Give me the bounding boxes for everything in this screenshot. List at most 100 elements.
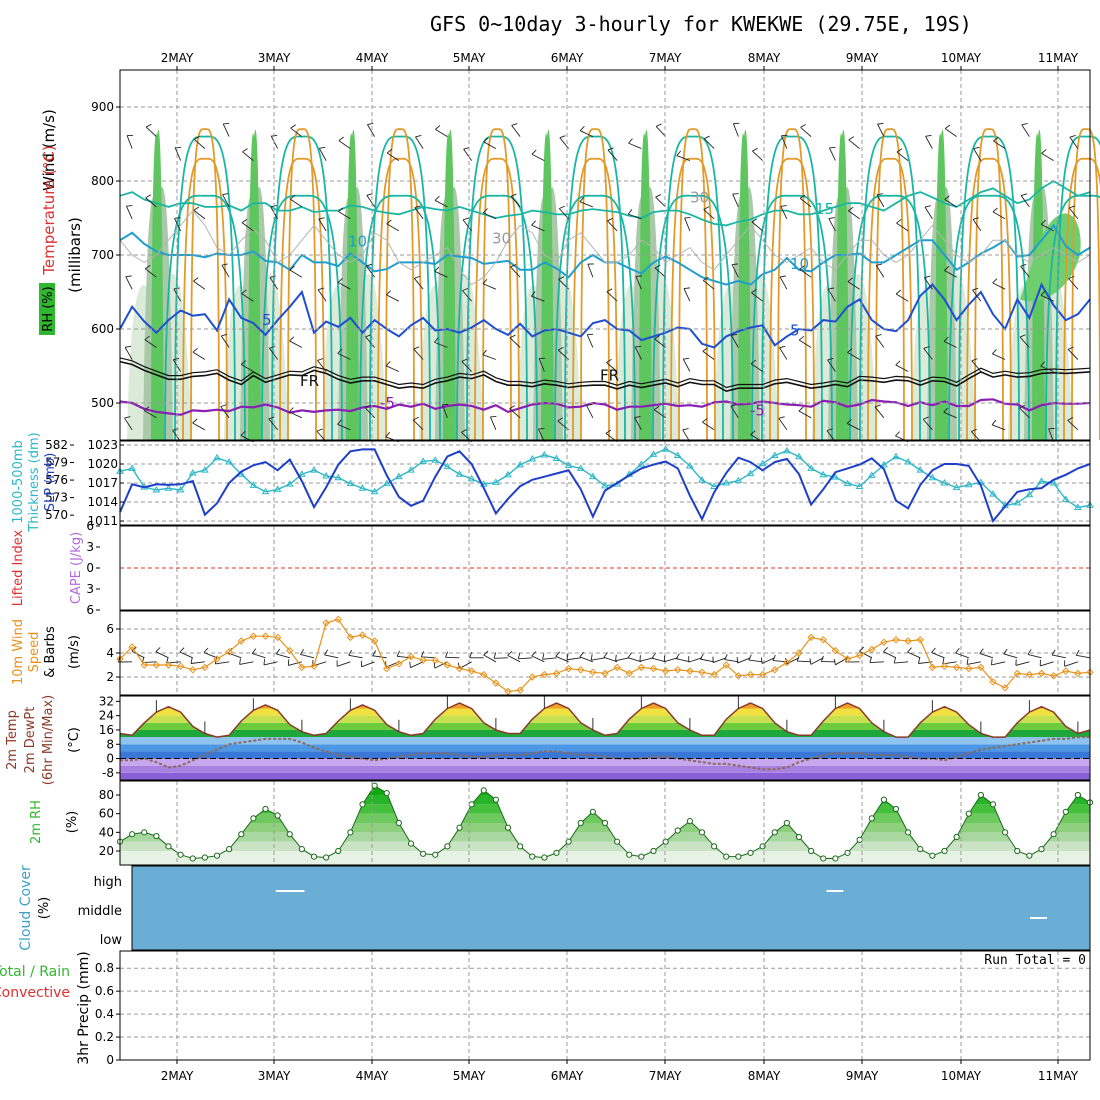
wind-barb bbox=[385, 361, 391, 367]
wind-speed-point bbox=[868, 645, 876, 654]
humidity-point bbox=[213, 852, 221, 859]
wind-barb bbox=[1067, 417, 1074, 421]
wind-barb bbox=[190, 657, 193, 664]
wind-speed-point bbox=[322, 619, 330, 627]
wind-barb bbox=[312, 661, 327, 667]
wind-barb bbox=[125, 275, 132, 278]
wind-barb bbox=[507, 650, 513, 656]
wind-barb bbox=[155, 647, 161, 652]
wind-barb bbox=[751, 218, 758, 223]
wind-barb bbox=[944, 124, 951, 129]
wind-barb bbox=[566, 653, 569, 660]
wind-barb bbox=[752, 147, 758, 152]
y-tick-label: 0 bbox=[106, 752, 114, 766]
y-tick-label: 700 bbox=[91, 248, 114, 262]
x-tick-label-top: 3MAY bbox=[258, 51, 291, 65]
wind-speed-point bbox=[783, 658, 791, 667]
wind-barb bbox=[517, 652, 521, 659]
wind-barb bbox=[461, 361, 472, 372]
wind-barb bbox=[1076, 654, 1091, 659]
wind-barb bbox=[289, 265, 295, 271]
wind-barb bbox=[848, 139, 860, 149]
wind-barb bbox=[779, 347, 788, 360]
wind-barb bbox=[846, 418, 852, 424]
humidity-point bbox=[407, 840, 415, 847]
humidity-point bbox=[395, 819, 402, 827]
wind-barb bbox=[193, 277, 199, 282]
temperature-band bbox=[120, 765, 1090, 773]
wind-barb bbox=[289, 340, 303, 348]
wind-barb bbox=[386, 219, 392, 225]
axis-label: (millibars) bbox=[66, 217, 84, 293]
thickness-point bbox=[734, 476, 743, 484]
wind-barb bbox=[702, 350, 715, 360]
isotherm-lobe bbox=[456, 194, 538, 441]
isotherm-lobe bbox=[580, 128, 610, 441]
wind-barb bbox=[239, 658, 241, 665]
wind-speed-point bbox=[237, 637, 245, 645]
wind-speed-point bbox=[395, 660, 403, 668]
cloud-cover-bar bbox=[826, 890, 844, 892]
wind-barb bbox=[461, 358, 468, 362]
wind-barb bbox=[288, 411, 303, 419]
wind-barb bbox=[366, 195, 375, 208]
wind-barb bbox=[144, 410, 157, 419]
wind-barb bbox=[125, 345, 132, 348]
wind-barb bbox=[559, 205, 565, 209]
wind-barb bbox=[923, 348, 933, 360]
wind-barb bbox=[712, 657, 727, 664]
wind-barb bbox=[895, 293, 909, 302]
wind-barb bbox=[786, 657, 800, 665]
wind-barb bbox=[748, 654, 752, 661]
humidity-point bbox=[614, 838, 621, 845]
humidity-point bbox=[383, 790, 390, 797]
wind-barb bbox=[634, 346, 642, 360]
humidity-point bbox=[310, 853, 318, 860]
humidity-point bbox=[577, 819, 584, 827]
wind-barb bbox=[1041, 149, 1047, 154]
wind-barb bbox=[923, 277, 933, 290]
wind-barb bbox=[241, 293, 254, 302]
wind-barb bbox=[483, 141, 497, 149]
wind-barb bbox=[800, 124, 806, 128]
humidity-point bbox=[735, 853, 742, 860]
y-tick-label: 0.6 bbox=[95, 984, 114, 998]
wind-speed-point bbox=[261, 632, 270, 640]
wind-barb bbox=[483, 654, 497, 663]
wind-barb bbox=[300, 653, 315, 659]
wind-speed-point bbox=[480, 670, 488, 679]
wind-speed-point bbox=[698, 668, 706, 676]
thickness-point bbox=[661, 445, 670, 452]
thickness-point bbox=[940, 479, 949, 486]
wind-barb bbox=[192, 347, 198, 353]
wind-barb bbox=[896, 219, 902, 224]
wind-speed-point bbox=[346, 633, 355, 642]
wind-barb bbox=[607, 217, 614, 222]
wind-barb bbox=[918, 657, 921, 664]
wind-barb bbox=[943, 340, 957, 348]
wind-barb bbox=[923, 346, 930, 349]
x-tick-label-top: 10MAY bbox=[941, 51, 982, 65]
wind-barb bbox=[848, 206, 854, 212]
wind-barb bbox=[348, 654, 363, 659]
wind-speed-point bbox=[952, 663, 961, 672]
wind-barb bbox=[603, 652, 608, 658]
wind-barb bbox=[241, 289, 247, 294]
humidity-point bbox=[1050, 831, 1057, 838]
isotherm-line bbox=[119, 179, 1091, 227]
wind-barb bbox=[338, 207, 344, 212]
wind-barb bbox=[434, 266, 440, 272]
thickness-point bbox=[552, 454, 561, 461]
wind-barb bbox=[415, 134, 422, 138]
wind-barb bbox=[1069, 136, 1079, 149]
wind-barb bbox=[300, 649, 305, 655]
isotherm-lobe bbox=[859, 135, 921, 441]
isotherm-lobe bbox=[769, 157, 815, 441]
wind-barb bbox=[124, 417, 133, 431]
wind-barb bbox=[654, 338, 666, 348]
wind-barb bbox=[615, 657, 630, 662]
wind-barb bbox=[700, 658, 715, 663]
wind-speed-point bbox=[407, 652, 415, 661]
isotherm-line bbox=[119, 398, 1091, 416]
wind-barb bbox=[414, 207, 424, 220]
